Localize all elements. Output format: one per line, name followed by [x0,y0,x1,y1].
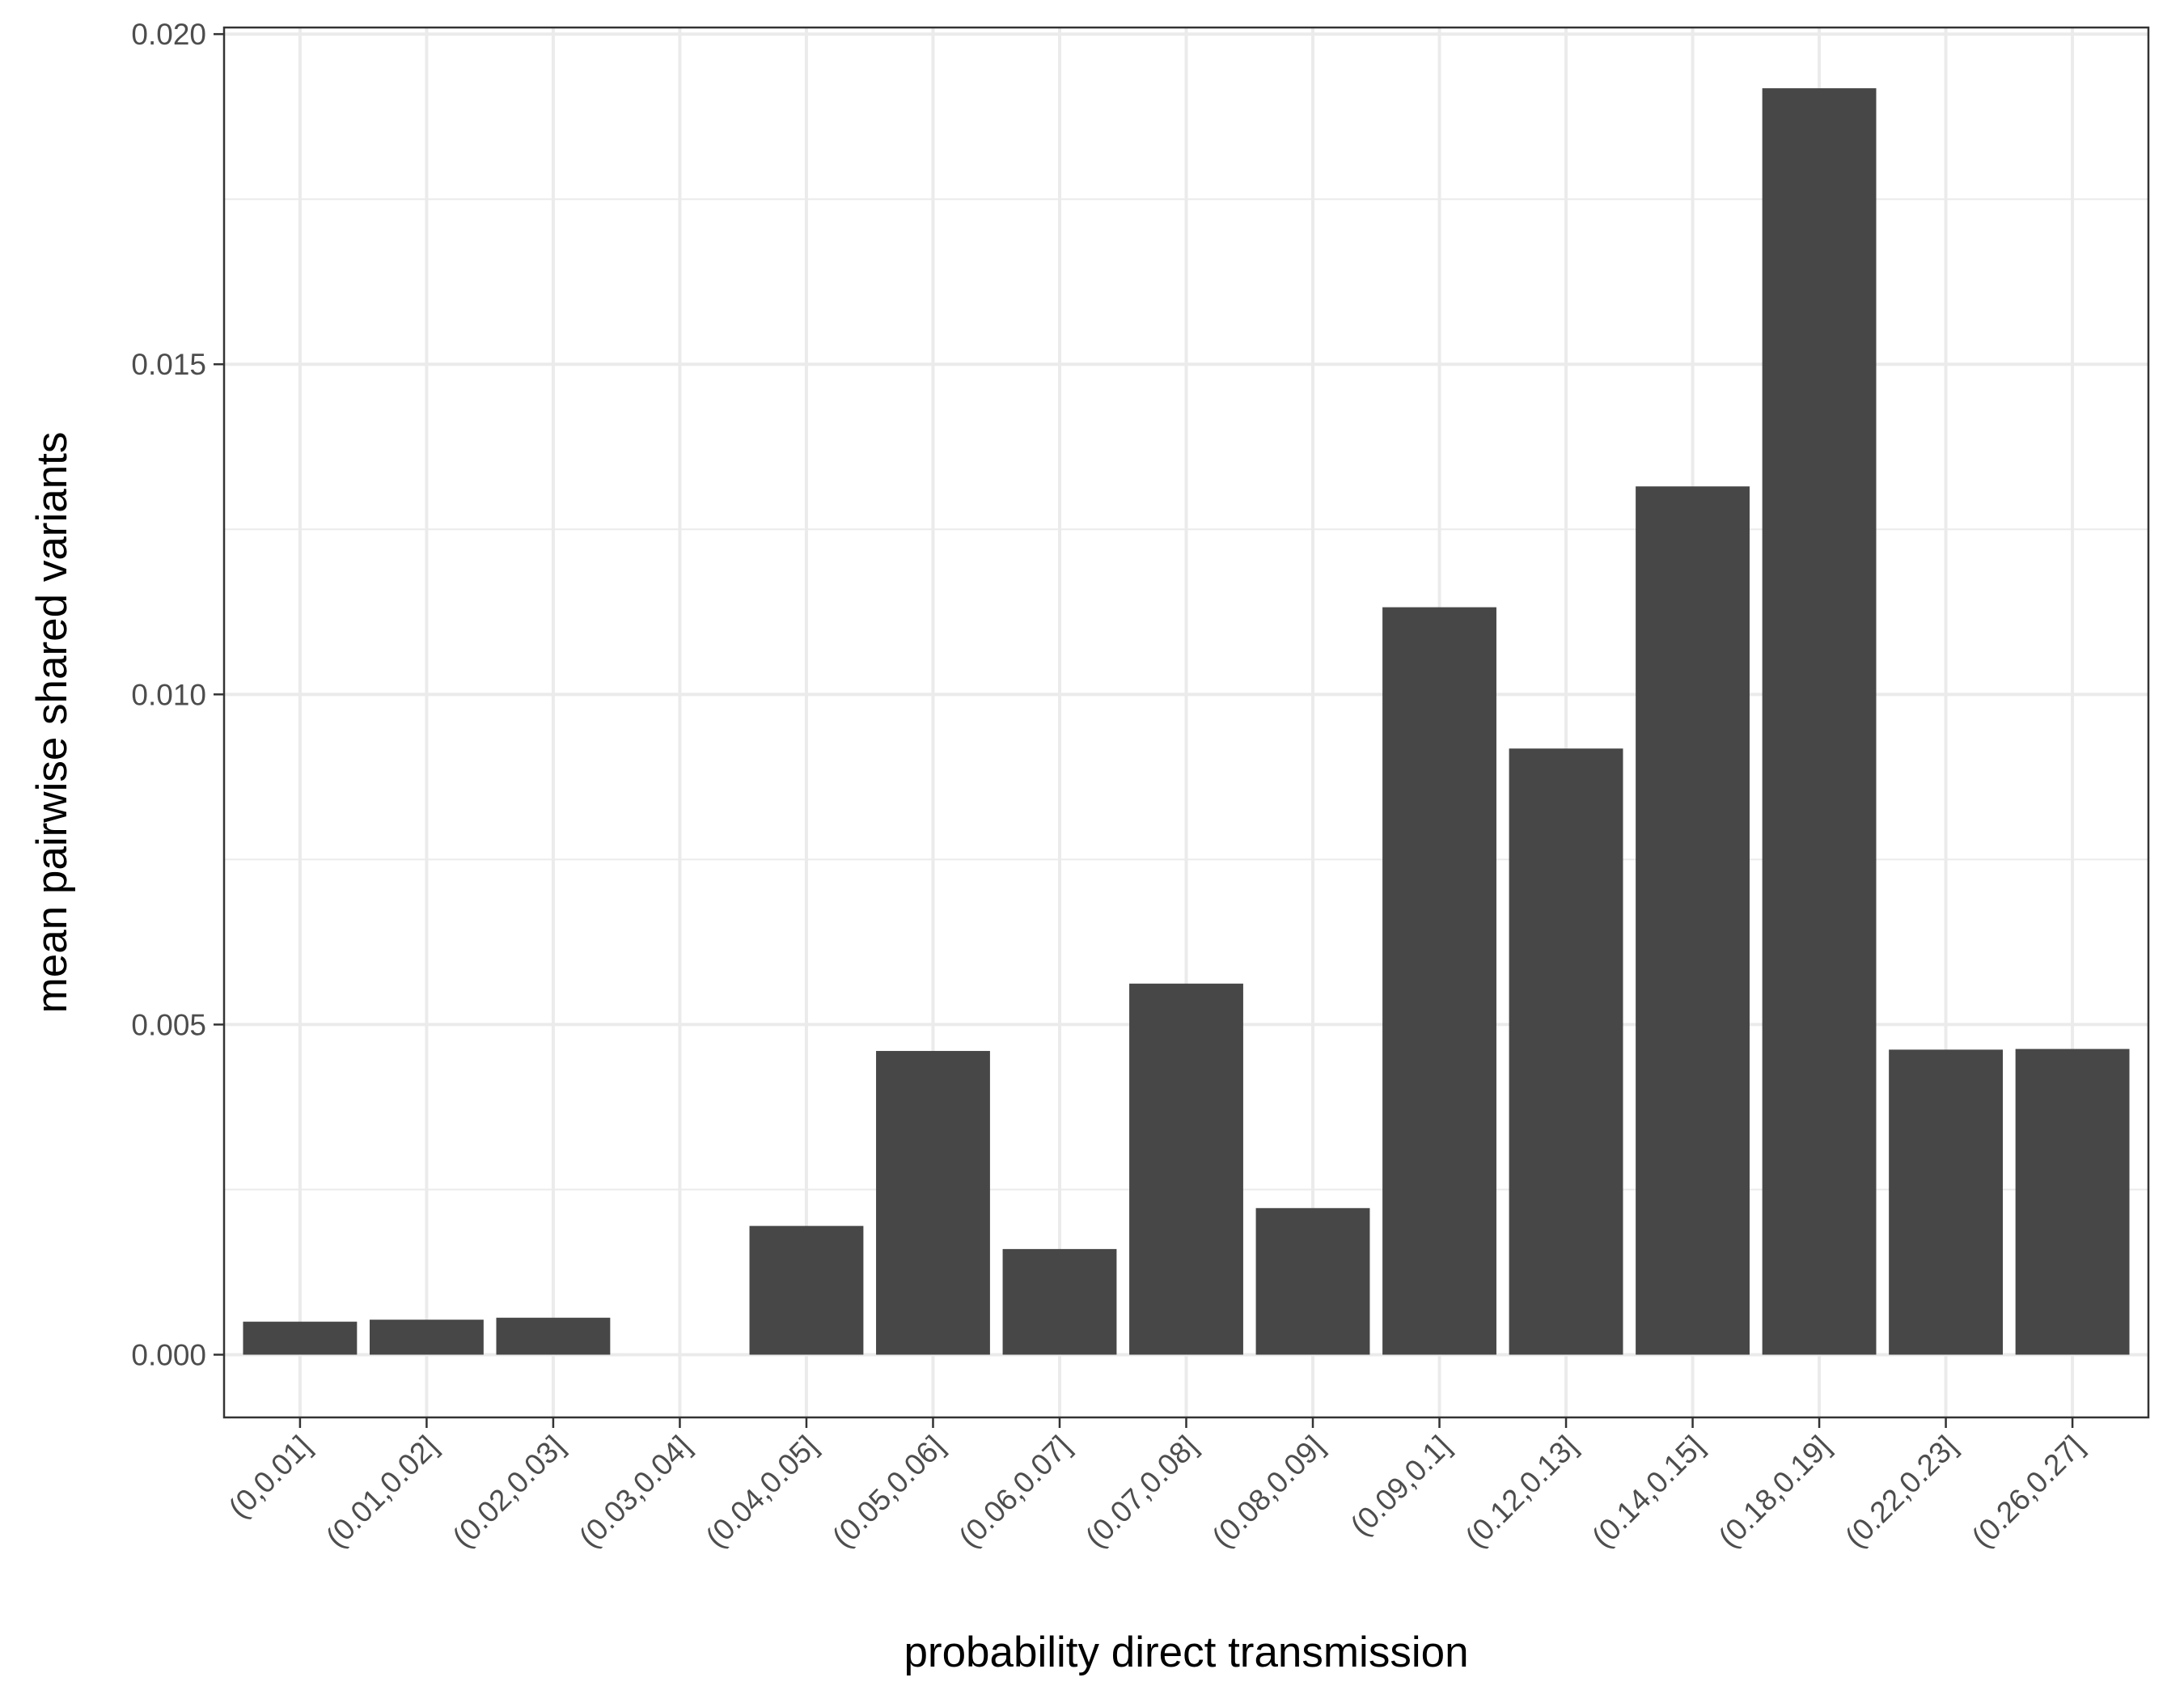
x-tick-label: (0.22,0.23] [1839,1430,1963,1554]
x-tick-label: (0.07,0.08] [1079,1430,1204,1554]
x-tick-label: (0.12,0.13] [1459,1430,1584,1554]
bar-(0.08,0.09] [1256,1208,1370,1354]
bar-(0.12,0.13] [1509,748,1623,1354]
x-axis-title: probability direct transmission [904,1629,1468,1676]
bar-(0.05,0.06] [876,1051,990,1354]
x-tick-label: (0,0.01] [222,1430,318,1525]
bar-(0.07,0.08] [1129,984,1243,1355]
x-tick-label: (0.14,0.15] [1585,1430,1710,1554]
bar-(0.26,0.27] [2016,1049,2130,1355]
bar-(0.01,0.02] [370,1320,484,1354]
x-tick-label: (0.09,0.1] [1344,1430,1458,1543]
bar-(0.02,0.03] [497,1318,611,1355]
x-tick-label: (0.02,0.03] [447,1430,571,1554]
x-tick-label: (0.01,0.02] [320,1430,444,1554]
x-tick-label: (0.06,0.07] [953,1430,1077,1554]
bar-(0.22,0.23] [1889,1049,2003,1354]
bar-(0.04,0.05] [750,1226,864,1354]
x-tick-label: (0.08,0.09] [1206,1430,1331,1554]
bar-(0,0.01] [243,1322,357,1355]
x-tick-label: (0.04,0.05] [700,1430,824,1554]
y-axis: 0.000 0.005 0.010 0.015 0.020 [131,18,224,1371]
y-tick-label: 0.000 [131,1338,206,1371]
y-tick-label: 0.005 [131,1008,206,1041]
x-tick-label: (0.26,0.27] [1966,1430,2090,1554]
x-axis: (0,0.01](0.01,0.02](0.02,0.03](0.03,0.04… [222,1417,2090,1554]
bar-(0.09,0.1] [1382,608,1496,1355]
y-tick-label: 0.020 [131,18,206,51]
x-tick-label: (0.18,0.19] [1712,1430,1837,1554]
bar-(0.14,0.15] [1636,486,1750,1354]
y-tick-label: 0.015 [131,348,206,381]
y-axis-title: mean pairwise shared variants [28,432,76,1014]
bar-(0.18,0.19] [1763,88,1877,1354]
x-tick-label: (0.03,0.04] [573,1430,697,1554]
bar-(0.06,0.07] [1003,1249,1117,1355]
x-tick-label: (0.05,0.06] [826,1430,950,1554]
y-tick-label: 0.010 [131,678,206,711]
